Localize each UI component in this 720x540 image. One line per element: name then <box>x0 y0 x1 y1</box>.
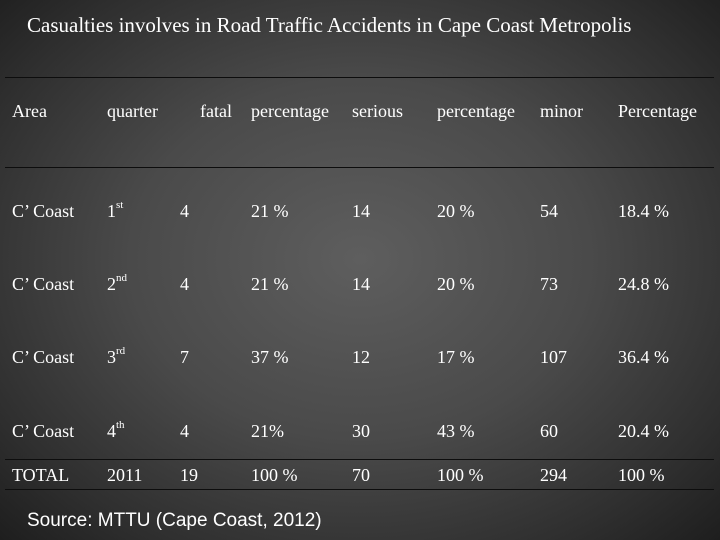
total-serious-percentage: 100 % <box>437 465 484 485</box>
cell-fatal: 4 <box>180 201 189 221</box>
cell-fatal: 4 <box>180 421 189 441</box>
header-minor: minor <box>540 101 583 121</box>
cell-quarter: 1st <box>107 199 124 222</box>
cell-minor-percentage: 20.4 % <box>618 421 669 441</box>
header-quarter: quarter <box>107 101 158 121</box>
header-minor-percentage: Percentage <box>618 101 697 121</box>
cell-minor: 107 <box>540 347 567 367</box>
total-fatal-percentage: 100 % <box>251 465 298 485</box>
cell-fatal: 4 <box>180 274 189 294</box>
cell-fatal-percentage: 21 % <box>251 274 289 294</box>
cell-serious: 14 <box>352 274 370 294</box>
quarter-ordinal-suffix: rd <box>116 345 126 357</box>
cell-serious-percentage: 17 % <box>437 347 475 367</box>
cell-serious: 14 <box>352 201 370 221</box>
quarter-number: 2 <box>107 274 116 294</box>
cell-minor-percentage: 18.4 % <box>618 201 669 221</box>
cell-fatal-percentage: 21% <box>251 421 284 441</box>
header-serious-percentage: percentage <box>437 101 515 121</box>
header-area: Area <box>12 101 47 121</box>
cell-area: C’ Coast <box>12 274 75 294</box>
cell-serious: 30 <box>352 421 370 441</box>
total-minor: 294 <box>540 465 567 485</box>
header-serious: serious <box>352 101 403 121</box>
cell-quarter: 2nd <box>107 272 127 295</box>
cell-serious-percentage: 20 % <box>437 274 475 294</box>
total-minor-percentage: 100 % <box>618 465 665 485</box>
cell-fatal-percentage: 21 % <box>251 201 289 221</box>
cell-area: C’ Coast <box>12 347 75 367</box>
quarter-number: 4 <box>107 421 116 441</box>
header-fatal-percentage: percentage <box>251 101 329 121</box>
total-quarter: 2011 <box>107 465 143 485</box>
table-top-rule <box>5 77 714 78</box>
cell-fatal: 7 <box>180 347 189 367</box>
total-top-rule <box>5 459 714 460</box>
cell-minor: 60 <box>540 421 558 441</box>
cell-area: C’ Coast <box>12 421 75 441</box>
source-note: Source: MTTU (Cape Coast, 2012) <box>27 510 322 531</box>
cell-minor: 54 <box>540 201 558 221</box>
total-fatal: 19 <box>180 465 198 485</box>
cell-area: C’ Coast <box>12 201 75 221</box>
quarter-number: 1 <box>107 201 116 221</box>
slide-title: Casualties involves in Road Traffic Acci… <box>27 13 632 37</box>
quarter-ordinal-suffix: th <box>116 419 125 431</box>
cell-serious: 12 <box>352 347 370 367</box>
quarter-ordinal-suffix: st <box>116 199 124 211</box>
quarter-ordinal-suffix: nd <box>116 272 127 284</box>
cell-quarter: 4th <box>107 419 125 442</box>
cell-minor-percentage: 36.4 % <box>618 347 669 367</box>
cell-fatal-percentage: 37 % <box>251 347 289 367</box>
cell-serious-percentage: 43 % <box>437 421 475 441</box>
header-fatal: fatal <box>200 101 232 121</box>
cell-minor: 73 <box>540 274 558 294</box>
table-bottom-rule <box>5 489 714 490</box>
header-bottom-rule <box>5 167 714 168</box>
total-serious: 70 <box>352 465 370 485</box>
quarter-number: 3 <box>107 347 116 367</box>
total-area: TOTAL <box>12 465 70 485</box>
cell-quarter: 3rd <box>107 345 126 368</box>
cell-serious-percentage: 20 % <box>437 201 475 221</box>
cell-minor-percentage: 24.8 % <box>618 274 669 294</box>
